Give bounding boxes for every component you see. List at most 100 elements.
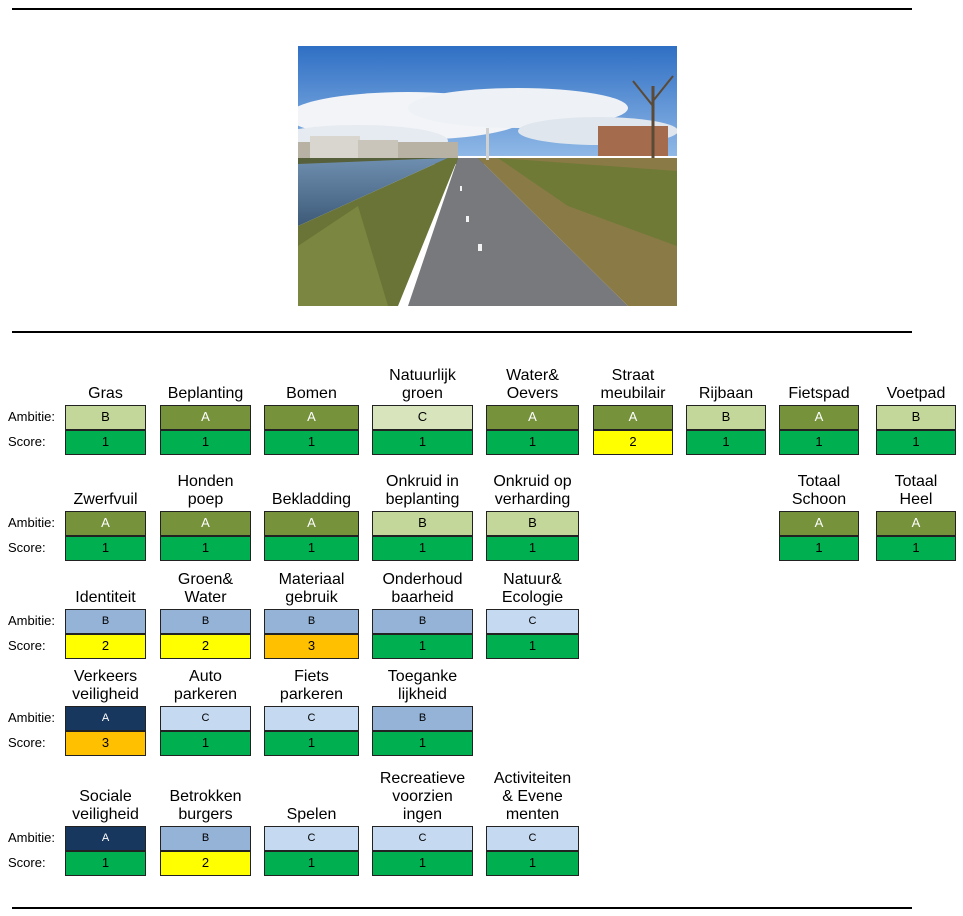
ambition-cell: C [486,609,579,634]
criterion-label-text: Groen& Water [177,571,234,606]
criterion-label: Materiaal gebruik [254,551,369,607]
ambition-cell: B [65,405,146,430]
ambition-cell: C [486,826,579,851]
ambition-row-label: Ambitie: [8,613,55,628]
ambition-cell: B [264,609,359,634]
criterion-label-text: Identiteit [75,589,136,606]
score-cell: 1 [486,634,579,659]
criterion-label: Rijbaan [676,347,776,403]
criterion-label-text: Bomen [286,385,337,402]
criterion-label: Beplanting [150,347,261,403]
criterion-label: Natuur& Ecologie [476,551,589,607]
criterion-label-text: Onderhoud baarheid [382,571,463,606]
criterion-label-text: Water& Oevers [506,367,559,402]
score-cell: 1 [65,430,146,455]
ambition-cell: C [160,706,251,731]
score-cell: 1 [372,430,473,455]
score-row-label: Score: [8,855,46,870]
criterion-label: Activiteiten & Evene menten [476,768,589,824]
ambition-cell: A [65,826,146,851]
ambition-cell: B [372,706,473,731]
criterion-label: Voetpad [866,347,963,403]
criterion-label: Spelen [254,768,369,824]
criterion-label-text: Zwerfvuil [73,491,138,508]
score-cell: 1 [372,851,473,876]
score-cell: 1 [160,430,251,455]
criterion-label-text: Recreatieve voorzien ingen [379,770,466,823]
criterion-label: Sociale veiligheid [55,768,156,824]
ambition-cell: B [486,511,579,536]
score-cell: 1 [486,430,579,455]
ambition-cell: B [686,405,766,430]
score-cell: 2 [160,851,251,876]
score-row-label: Score: [8,638,46,653]
ambition-cell: C [372,826,473,851]
criterion-label-text: Spelen [286,806,337,823]
criterion-label-text: Toeganke lijkheid [387,668,458,703]
score-cell: 2 [160,634,251,659]
ambition-cell: A [486,405,579,430]
criterion-label: Recreatieve voorzien ingen [362,768,483,824]
criterion-label-text: Onkruid in beplanting [385,473,460,508]
ambition-cell: A [876,511,956,536]
criterion-label-text: Honden poep [177,473,234,508]
score-cell: 1 [372,731,473,756]
criterion-label-text: Beplanting [167,385,244,402]
score-cell: 1 [65,851,146,876]
criterion-label: Groen& Water [150,551,261,607]
criterion-label: Onkruid op verharding [476,453,589,509]
score-row-label: Score: [8,540,46,555]
score-cell: 1 [372,536,473,561]
criterion-label-text: Totaal Schoon [791,473,847,508]
score-cell: 2 [593,430,673,455]
score-cell: 1 [264,536,359,561]
criterion-label: Onderhoud baarheid [362,551,483,607]
criterion-label: Water& Oevers [476,347,589,403]
criterion-label: Auto parkeren [150,648,261,704]
criterion-label: Bekladding [254,453,369,509]
score-cell: 1 [486,851,579,876]
criterion-label: Fietspad [769,347,869,403]
ambition-cell: C [264,826,359,851]
score-cell: 1 [686,430,766,455]
ambition-cell: A [779,405,859,430]
score-cell: 1 [160,536,251,561]
score-cell: 1 [779,430,859,455]
ambition-cell: A [264,511,359,536]
criterion-label: Fiets parkeren [254,648,369,704]
score-cell: 1 [779,536,859,561]
criterion-label-text: Auto parkeren [173,668,238,703]
criterion-label-text: Verkeers veiligheid [72,668,139,703]
criterion-label-text: Voetpad [886,385,946,402]
criterion-label-text: Materiaal gebruik [278,571,345,606]
criterion-label-text: Natuur& Ecologie [501,571,564,606]
criterion-label: Zwerfvuil [55,453,156,509]
score-cell: 3 [264,634,359,659]
criterion-label: Totaal Heel [866,453,963,509]
ambition-cell: B [372,609,473,634]
criterion-label: Onkruid in beplanting [362,453,483,509]
bottom-rule [12,907,912,909]
criterion-label: Honden poep [150,453,261,509]
ambition-row-label: Ambitie: [8,409,55,424]
criterion-label-text: Natuurlijk groen [389,367,456,402]
ambition-cell: A [65,706,146,731]
criterion-label-text: Bekladding [271,491,352,508]
criterion-label-text: Onkruid op verharding [493,473,572,508]
score-cell: 1 [876,536,956,561]
criterion-label-text: Betrokken burgers [169,788,242,823]
ambition-cell: A [65,511,146,536]
criterion-label-text: Activiteiten & Evene menten [493,770,572,823]
criterion-label-text: Fietspad [788,385,850,402]
score-cell: 1 [264,430,359,455]
score-cell: 2 [65,634,146,659]
criterion-label: Verkeers veiligheid [55,648,156,704]
criterion-label: Bomen [254,347,369,403]
score-cell: 3 [65,731,146,756]
ambition-cell: A [160,511,251,536]
ambition-row-label: Ambitie: [8,515,55,530]
score-cell: 1 [160,731,251,756]
ambition-cell: A [264,405,359,430]
ambition-cell: C [372,405,473,430]
ambition-cell: B [65,609,146,634]
